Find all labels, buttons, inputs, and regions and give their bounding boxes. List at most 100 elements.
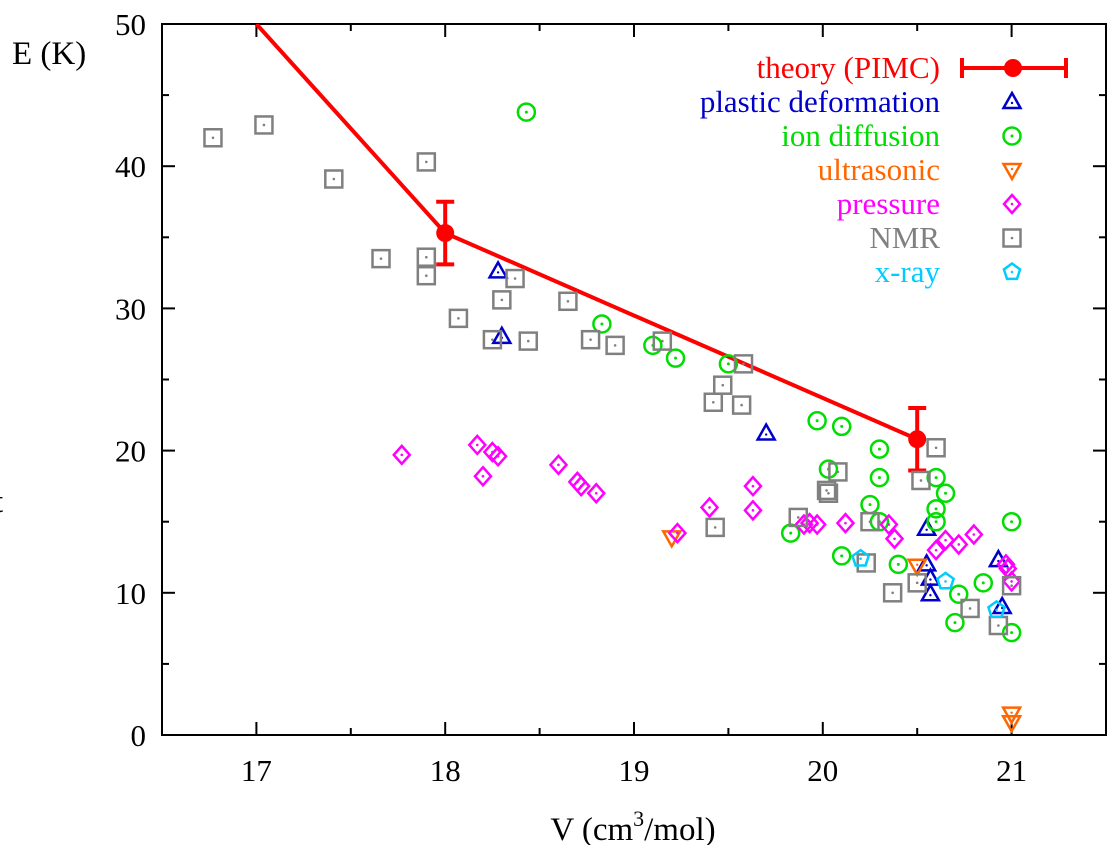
data-point	[960, 598, 980, 619]
y-tick-label: 0	[131, 718, 147, 753]
data-point	[416, 247, 437, 267]
data-point	[807, 410, 827, 431]
y-tick-label: 20	[115, 434, 146, 469]
data-point	[580, 329, 601, 350]
data-point	[788, 507, 809, 528]
data-point	[505, 268, 525, 289]
data-point	[448, 308, 469, 329]
legend-label: x-ray	[875, 254, 941, 289]
legend-label: plastic deformation	[700, 84, 941, 119]
data-point	[743, 475, 763, 498]
data-point	[869, 467, 890, 488]
legend-label: ion diffusion	[781, 118, 940, 153]
data-point	[755, 422, 777, 441]
data-point	[548, 453, 569, 476]
x-tick-label: 20	[807, 753, 838, 788]
data-point	[665, 348, 686, 368]
x-tick-label: 19	[619, 753, 650, 788]
legend-item-nmr: NMR	[869, 220, 1022, 255]
plot-frame	[161, 23, 1107, 736]
data-point	[948, 584, 969, 604]
legend-item-theory-pimc: theory (PIMC)	[757, 50, 1068, 85]
data-point	[733, 354, 754, 374]
data-point	[743, 499, 763, 522]
legend-item-pressure: pressure	[837, 186, 1022, 221]
data-point	[203, 128, 223, 148]
data-point	[571, 475, 591, 498]
data-point	[816, 480, 837, 501]
data-point	[851, 548, 871, 567]
data-point	[884, 527, 905, 550]
data-point	[879, 513, 899, 536]
data-point	[731, 395, 752, 415]
series-pressure	[392, 434, 1022, 593]
data-point	[487, 259, 509, 279]
series-nmr	[203, 115, 1022, 636]
series-ion-diffusion	[516, 102, 1022, 643]
data-point	[1001, 511, 1022, 532]
legend-item-ion-diffusion: ion diffusion	[781, 118, 1022, 153]
data-point	[807, 513, 827, 536]
data-point	[908, 430, 927, 449]
data-point	[945, 612, 965, 633]
data-series	[203, 24, 1023, 734]
data-point	[605, 335, 625, 356]
legend-marker	[1002, 228, 1022, 248]
data-point	[935, 529, 956, 552]
data-point	[906, 558, 928, 578]
data-point	[860, 511, 880, 532]
legend-item-ultrasonic: ultrasonic	[818, 152, 1023, 187]
data-point	[964, 523, 984, 546]
left-edge-text: t	[0, 484, 3, 520]
data-point	[718, 354, 739, 374]
data-point	[919, 582, 942, 602]
data-point	[473, 465, 493, 488]
plot-border	[161, 23, 1107, 736]
data-point	[1000, 714, 1023, 734]
data-point	[518, 331, 539, 351]
legend-label: ultrasonic	[818, 152, 940, 187]
y-tick-label: 40	[115, 149, 146, 184]
data-point	[324, 169, 344, 189]
y-tick-label: 10	[115, 576, 146, 611]
series-x-ray	[851, 548, 1007, 618]
legend-marker	[1002, 193, 1022, 215]
data-point	[392, 443, 412, 466]
data-point	[973, 573, 994, 593]
data-point	[828, 462, 848, 482]
data-point	[467, 434, 487, 456]
data-point	[558, 291, 578, 312]
data-point	[492, 290, 512, 310]
axis-ticks: 17 18 19 20 21 0 10 20 30 40 50	[115, 7, 1107, 788]
data-point	[926, 539, 946, 562]
legend-label: pressure	[837, 186, 940, 221]
data-point	[926, 499, 946, 519]
x-tick-label: 21	[996, 753, 1027, 788]
series-plastic-deformation	[487, 259, 1013, 615]
data-point	[436, 224, 455, 243]
data-point	[860, 494, 880, 515]
legend-label: NMR	[869, 220, 940, 255]
data-point	[818, 483, 839, 504]
legend-marker	[1002, 126, 1022, 146]
data-point	[254, 115, 274, 135]
data-point	[888, 554, 909, 575]
x-tick-label: 17	[241, 753, 272, 788]
data-point	[592, 314, 612, 334]
legend-label: theory (PIMC)	[757, 50, 940, 85]
data-point	[831, 546, 852, 566]
y-tick-label: 50	[115, 7, 146, 42]
data-point	[915, 552, 938, 572]
data-point	[949, 533, 969, 556]
data-point	[371, 248, 391, 269]
data-point	[835, 512, 856, 535]
data-point	[926, 438, 946, 458]
data-point	[869, 439, 890, 459]
data-point	[416, 152, 437, 172]
data-point	[667, 522, 688, 544]
x-axis-label: V (cm3/mol)	[550, 806, 715, 845]
data-point	[911, 470, 931, 491]
data-point	[907, 573, 927, 593]
legend-item-plastic-deformation: plastic deformation	[700, 84, 1023, 119]
legend-marker	[1002, 261, 1022, 281]
